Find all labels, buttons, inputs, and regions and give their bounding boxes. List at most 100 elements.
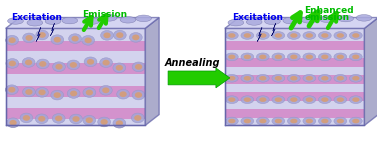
Ellipse shape [306, 55, 313, 59]
Ellipse shape [6, 35, 19, 45]
Ellipse shape [244, 76, 251, 81]
Ellipse shape [352, 33, 359, 38]
Ellipse shape [85, 37, 92, 43]
Ellipse shape [303, 117, 316, 125]
Ellipse shape [290, 76, 297, 81]
Ellipse shape [86, 90, 93, 95]
Ellipse shape [275, 55, 282, 59]
Ellipse shape [241, 117, 254, 125]
Ellipse shape [102, 60, 110, 65]
Polygon shape [6, 41, 145, 51]
Ellipse shape [318, 53, 331, 61]
Ellipse shape [352, 119, 359, 123]
Ellipse shape [54, 92, 61, 98]
Polygon shape [6, 108, 145, 119]
Ellipse shape [290, 97, 297, 102]
Ellipse shape [352, 55, 359, 59]
FancyArrow shape [168, 68, 230, 88]
Ellipse shape [349, 32, 362, 39]
Ellipse shape [259, 97, 266, 102]
Ellipse shape [104, 33, 111, 38]
Ellipse shape [132, 35, 139, 40]
Ellipse shape [228, 33, 235, 38]
Ellipse shape [55, 116, 62, 121]
Ellipse shape [256, 74, 269, 82]
Ellipse shape [70, 91, 77, 96]
Ellipse shape [256, 117, 269, 125]
Text: Excitation: Excitation [11, 13, 62, 22]
Ellipse shape [8, 37, 16, 43]
Ellipse shape [275, 33, 282, 38]
Ellipse shape [306, 33, 313, 38]
Ellipse shape [256, 53, 269, 61]
Ellipse shape [228, 119, 235, 123]
Ellipse shape [5, 85, 18, 95]
Ellipse shape [9, 120, 17, 126]
Ellipse shape [259, 33, 266, 38]
Ellipse shape [45, 18, 61, 24]
Ellipse shape [55, 64, 63, 70]
Ellipse shape [228, 97, 235, 102]
Ellipse shape [318, 96, 331, 104]
Ellipse shape [334, 74, 347, 82]
Ellipse shape [117, 89, 130, 99]
Ellipse shape [102, 87, 110, 93]
Ellipse shape [25, 89, 33, 95]
Ellipse shape [225, 117, 238, 125]
Ellipse shape [246, 19, 262, 25]
Ellipse shape [132, 62, 145, 72]
Ellipse shape [337, 97, 344, 102]
Ellipse shape [73, 116, 80, 122]
Ellipse shape [265, 18, 280, 25]
Polygon shape [257, 27, 262, 42]
Ellipse shape [228, 55, 235, 59]
Ellipse shape [337, 55, 344, 59]
Ellipse shape [259, 119, 266, 123]
Ellipse shape [83, 115, 96, 125]
Text: emission: emission [305, 13, 350, 22]
Ellipse shape [119, 91, 127, 97]
Ellipse shape [98, 117, 110, 127]
Ellipse shape [352, 76, 359, 81]
Ellipse shape [241, 53, 254, 61]
Ellipse shape [23, 87, 35, 97]
Ellipse shape [83, 88, 96, 97]
Ellipse shape [53, 62, 65, 72]
Ellipse shape [116, 65, 123, 71]
Ellipse shape [318, 74, 331, 82]
Text: Emission: Emission [82, 10, 127, 18]
Ellipse shape [225, 74, 238, 82]
Ellipse shape [318, 117, 331, 125]
Ellipse shape [82, 36, 94, 45]
Ellipse shape [290, 33, 297, 38]
Ellipse shape [67, 60, 80, 70]
Polygon shape [145, 17, 159, 126]
Ellipse shape [334, 117, 347, 125]
Ellipse shape [259, 76, 266, 81]
Ellipse shape [321, 119, 328, 123]
Ellipse shape [287, 32, 300, 39]
Ellipse shape [23, 115, 30, 121]
Ellipse shape [70, 114, 82, 124]
Ellipse shape [36, 87, 48, 97]
Ellipse shape [321, 33, 328, 38]
Ellipse shape [228, 76, 235, 81]
Ellipse shape [306, 97, 313, 102]
Ellipse shape [113, 63, 126, 73]
Polygon shape [225, 28, 364, 126]
Ellipse shape [113, 30, 126, 40]
Ellipse shape [337, 33, 344, 38]
Ellipse shape [306, 119, 313, 123]
Ellipse shape [135, 92, 142, 98]
Ellipse shape [303, 96, 316, 104]
Ellipse shape [241, 96, 254, 104]
Ellipse shape [272, 53, 285, 61]
Polygon shape [6, 28, 145, 126]
Text: Enhanced: Enhanced [305, 6, 354, 15]
Ellipse shape [27, 19, 43, 26]
Ellipse shape [306, 76, 313, 81]
Ellipse shape [54, 37, 61, 43]
Ellipse shape [99, 85, 112, 95]
Ellipse shape [39, 89, 46, 95]
Ellipse shape [113, 118, 126, 128]
